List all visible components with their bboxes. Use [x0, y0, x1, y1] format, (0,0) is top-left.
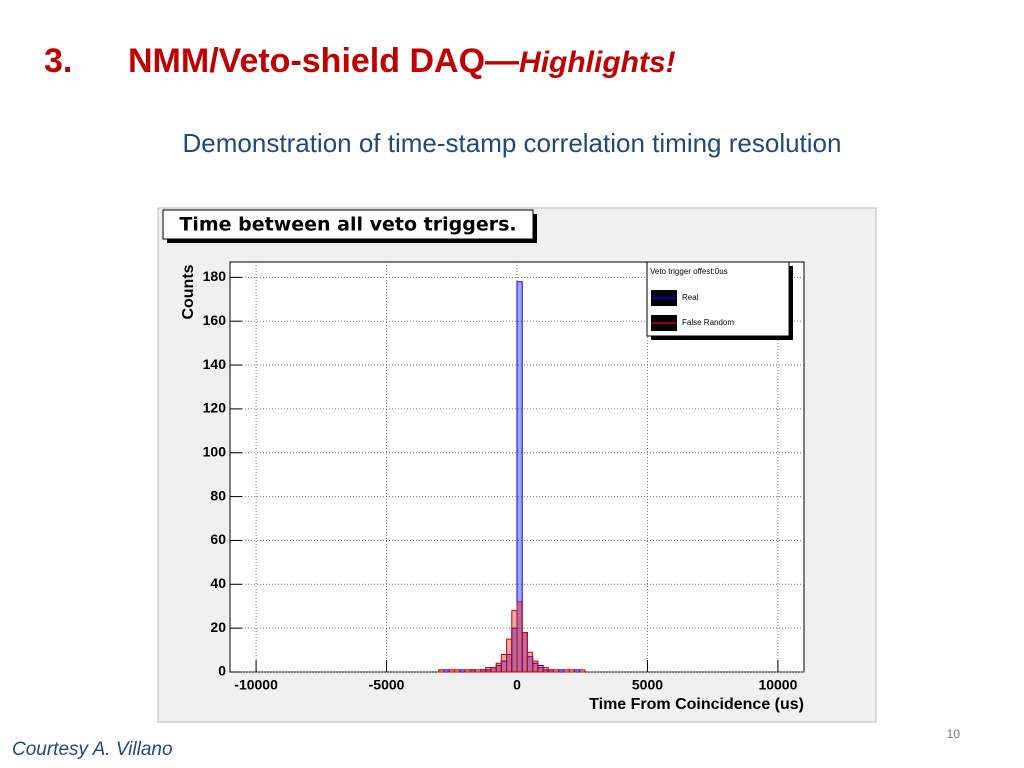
histogram-bar: [448, 669, 455, 673]
y-tick-label: 100: [203, 443, 227, 459]
histogram-bar: [474, 669, 481, 673]
histogram-bar: [568, 669, 575, 673]
histogram-bar: [526, 651, 534, 673]
histogram-bar: [453, 669, 461, 673]
heading-number: 3.: [44, 42, 72, 80]
page-number: 10: [947, 727, 961, 741]
histogram-bar: [495, 662, 502, 673]
histogram-bar: [485, 667, 492, 673]
y-tick-label: 140: [203, 356, 227, 372]
legend-title: Veto trigger offest:0us: [650, 267, 728, 276]
histogram-bar: [490, 667, 497, 673]
histogram-bar: [547, 669, 555, 673]
plot-area: 0 20 40 60 80 100 120 140 160 180 -10000 -5000 0 5000…: [203, 262, 804, 693]
x-tick-label: 5000: [632, 677, 663, 693]
x-tick-label: -5000: [369, 677, 405, 693]
histogram-bar: [459, 669, 466, 673]
histogram-bar: [511, 610, 518, 673]
histogram-bar: [516, 601, 523, 673]
histogram-bar: [558, 669, 565, 673]
legend-label: Real: [682, 293, 699, 302]
x-tick-label: -10000: [234, 677, 278, 693]
chart-title: Time between all veto triggers.: [179, 214, 516, 236]
histogram-bar: [506, 638, 513, 673]
histogram-bar: [579, 669, 586, 673]
legend: Real False Random: [651, 290, 734, 331]
heading-emphasis: Highlights!: [519, 46, 676, 79]
y-tick-label: 40: [210, 575, 226, 591]
histogram-bar: [542, 667, 549, 673]
histogram-bar: [563, 669, 570, 673]
slide-heading: 3. NMM/Veto-shield DAQ—Highlights!: [44, 42, 676, 80]
y-tick-label: 80: [210, 487, 226, 503]
y-tick-label: 120: [203, 400, 227, 416]
histogram-bar: [500, 653, 508, 673]
x-tick-label: 10000: [758, 677, 797, 693]
slide-subtitle: Demonstration of time-stamp correlation …: [183, 128, 842, 158]
histogram-bar: [479, 669, 487, 673]
histogram-bar: [532, 660, 539, 673]
y-axis-label: Counts: [180, 264, 197, 319]
histogram-bar: [438, 669, 445, 673]
histogram-bar: [573, 669, 581, 673]
slide-credit: Courtesy A. Villano: [12, 739, 173, 760]
y-tick-label: 60: [210, 531, 226, 547]
y-tick-label: 20: [210, 619, 226, 635]
legend-label: False Random: [682, 318, 734, 327]
histogram-bar: [469, 669, 476, 673]
histogram-bar: [464, 669, 471, 673]
heading-text: NMM/Veto-shield DAQ—: [128, 42, 519, 80]
y-tick-label: 0: [218, 663, 226, 679]
histogram-bar: [521, 632, 528, 673]
histogram-bar: [537, 667, 544, 673]
y-tick-label: 160: [203, 312, 227, 328]
histogram-bar: [553, 669, 560, 673]
title-box: [162, 209, 534, 240]
histogram-bar: [443, 669, 450, 673]
y-tick-label: 180: [203, 268, 227, 284]
x-tick-label: 0: [513, 677, 521, 693]
x-axis-label: Time From Coincidence (us): [589, 696, 804, 713]
